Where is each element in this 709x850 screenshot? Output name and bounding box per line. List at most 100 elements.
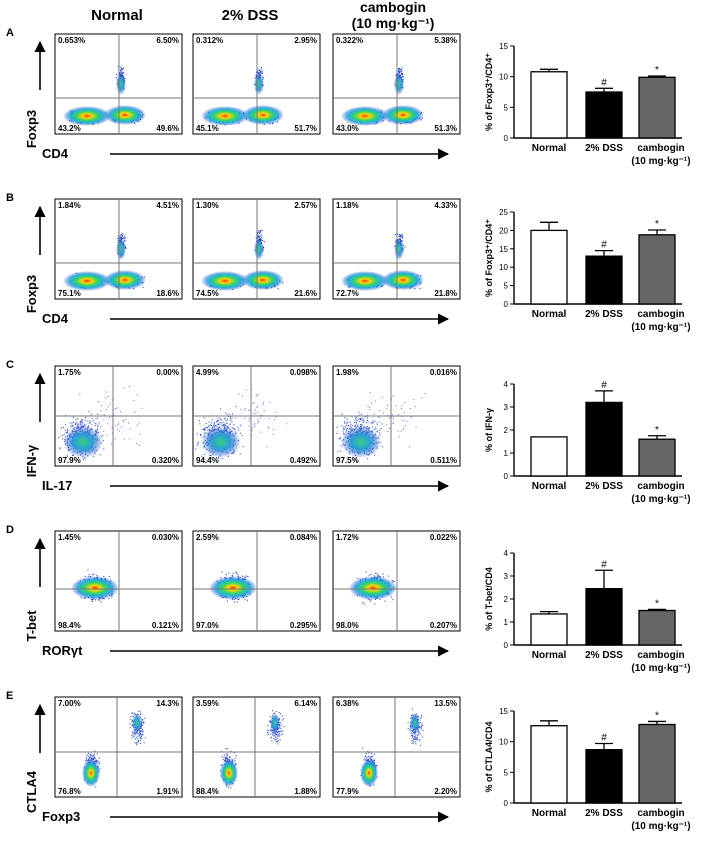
panel-letter: A — [6, 27, 14, 39]
event-dot — [341, 413, 343, 415]
event-dot — [389, 428, 391, 430]
event-dot — [372, 420, 374, 422]
event-dot — [253, 424, 255, 426]
event-dot — [121, 235, 123, 237]
flow-plot-dss: 1.30% 2.57%74.5% 21.6% — [192, 198, 321, 300]
event-dot — [220, 424, 222, 426]
event-dot — [286, 423, 288, 425]
event-dot — [340, 445, 342, 447]
event-dot — [94, 424, 96, 426]
event-dot — [261, 229, 263, 231]
event-dot — [230, 416, 232, 418]
event-dot — [236, 406, 238, 408]
event-dot — [216, 421, 218, 423]
density-cluster — [209, 576, 257, 600]
event-dot — [259, 233, 261, 235]
plot-frame — [54, 696, 183, 798]
event-dot — [100, 601, 102, 603]
event-dot — [343, 422, 345, 424]
event-dot — [97, 761, 99, 763]
event-dot — [62, 438, 64, 440]
event-dot — [262, 403, 264, 405]
event-dot — [355, 458, 357, 460]
event-dot — [367, 405, 369, 407]
event-dot — [275, 411, 277, 413]
event-dot — [92, 600, 94, 602]
density-cluster — [104, 105, 146, 125]
event-dot — [242, 395, 244, 397]
event-dot — [210, 457, 212, 459]
event-dot — [119, 411, 121, 413]
event-dot — [359, 414, 361, 416]
quadrant-upper-right: 5.38% — [434, 36, 457, 45]
event-dot — [71, 422, 73, 424]
event-dot — [83, 425, 85, 427]
event-dot — [273, 429, 275, 431]
event-dot — [256, 395, 258, 397]
event-dot — [400, 430, 402, 432]
event-dot — [100, 405, 102, 407]
event-dot — [103, 439, 105, 441]
quadrant-lower-left: 94.4% — [196, 456, 219, 465]
event-dot — [402, 73, 404, 75]
event-dot — [71, 425, 73, 427]
event-dot — [81, 421, 83, 423]
event-dot — [96, 575, 98, 577]
event-dot — [258, 237, 260, 239]
event-dot — [210, 425, 212, 427]
event-dot — [244, 417, 246, 419]
event-dot — [381, 446, 383, 448]
event-dot — [95, 418, 97, 420]
header-normal: Normal — [91, 7, 143, 24]
quadrant-lower-right: 51.3% — [434, 124, 457, 133]
flow-plot-dss: 4.99% 0.098%94.4% 0.492% — [192, 365, 321, 467]
event-dot — [400, 234, 402, 236]
event-dot — [257, 422, 259, 424]
event-dot — [261, 68, 263, 70]
event-dot — [344, 426, 346, 428]
event-dot — [345, 429, 347, 431]
quadrant-lower-right: 0.492% — [290, 456, 317, 465]
event-dot — [402, 237, 404, 239]
quadrant-lower-left: 43.0% — [336, 124, 359, 133]
quadrant-upper-right: 0.016% — [430, 368, 457, 377]
event-dot — [374, 603, 376, 605]
event-dot — [400, 69, 402, 71]
event-dot — [224, 424, 226, 426]
panel-letter: D — [6, 524, 14, 536]
event-dot — [91, 599, 93, 601]
quadrant-lower-right: 21.6% — [294, 289, 317, 298]
event-dot — [142, 286, 144, 288]
quadrant-lower-right: 51.7% — [294, 124, 317, 133]
event-dot — [99, 454, 101, 456]
event-dot — [87, 420, 89, 422]
event-dot — [378, 575, 380, 577]
event-dot — [81, 419, 83, 421]
event-dot — [122, 71, 124, 73]
event-dot — [225, 412, 227, 414]
event-dot — [357, 424, 359, 426]
event-dot — [359, 420, 361, 422]
quadrant-lower-right: 0.320% — [152, 456, 179, 465]
event-dot — [272, 433, 274, 435]
event-dot — [88, 758, 90, 760]
event-dot — [136, 394, 138, 396]
event-dot — [258, 236, 260, 238]
event-dot — [65, 424, 67, 426]
event-dot — [88, 573, 90, 575]
event-dot — [354, 425, 356, 427]
event-dot — [393, 580, 395, 582]
event-dot — [392, 599, 394, 601]
event-dot — [257, 70, 259, 72]
event-dot — [414, 288, 416, 290]
event-dot — [384, 600, 386, 602]
event-dot — [123, 238, 125, 240]
event-dot — [401, 236, 403, 238]
event-dot — [376, 573, 378, 575]
event-dot — [85, 416, 87, 418]
event-dot — [231, 413, 233, 415]
y-axis-marker-label: T-bet — [24, 610, 39, 642]
event-dot — [260, 72, 262, 74]
